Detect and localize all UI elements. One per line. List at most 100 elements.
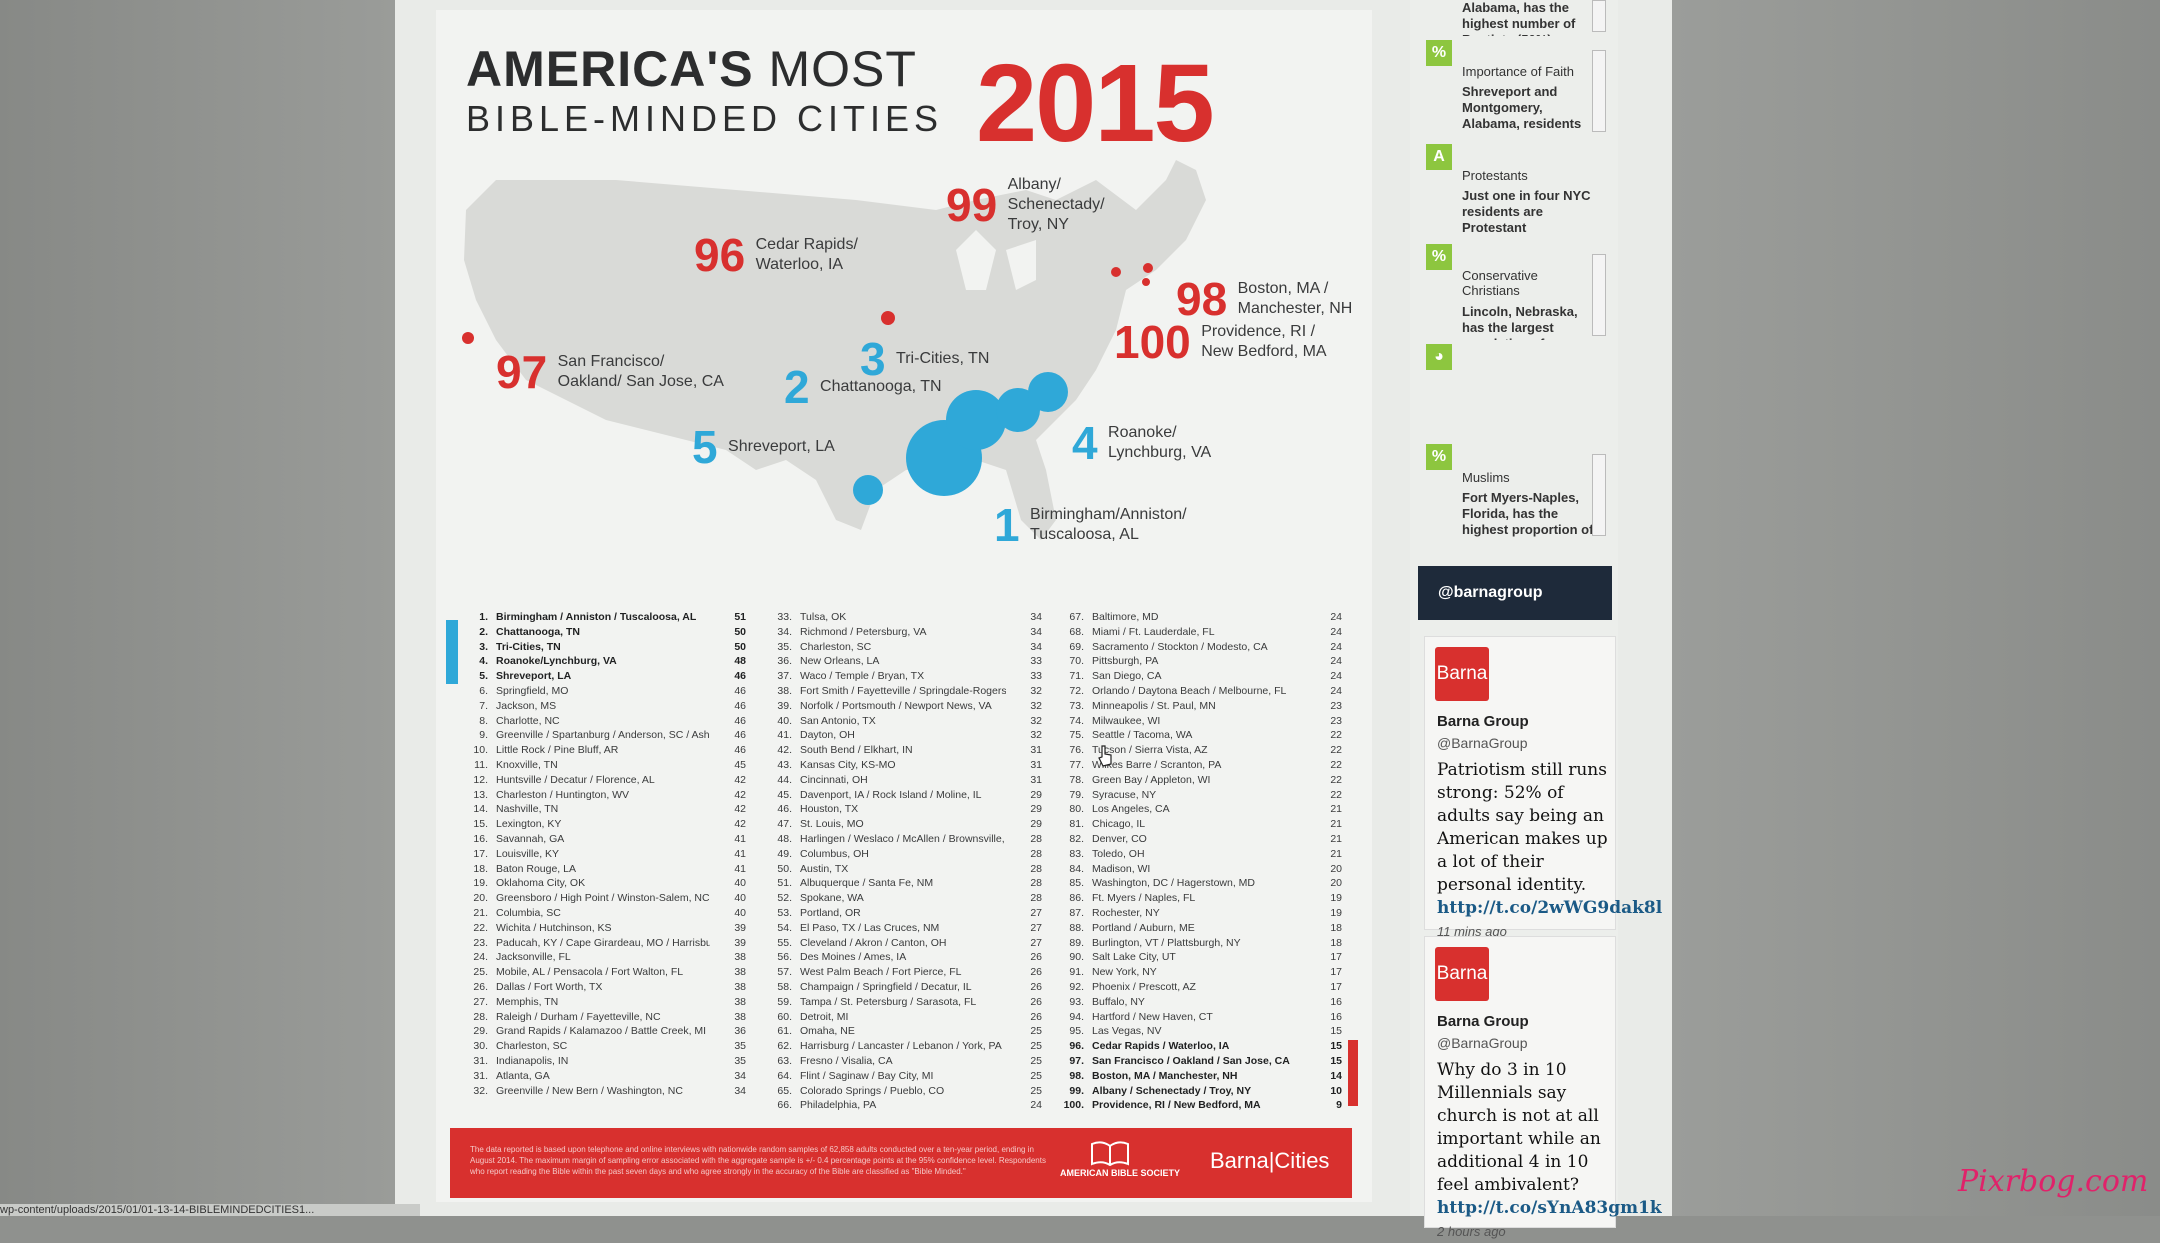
table-row: 70. Pittsburgh, PA 24	[1058, 654, 1342, 669]
a-icon: A	[1426, 144, 1452, 170]
tweet-link[interactable]: http://t.co/2wWG9dak8l	[1437, 898, 1663, 918]
city: Flint / Saginaw / Bay City, MI	[800, 1069, 934, 1082]
rank: 82.	[1069, 832, 1084, 845]
sidebar-item-baptists[interactable]: Alabama, has the highest number of Bapti…	[1426, 0, 1616, 36]
american-bible-society-logo: AMERICAN BIBLE SOCIETY	[1060, 1168, 1181, 1178]
table-row: 50. Austin, TX 28	[766, 862, 1042, 877]
city: San Antonio, TX	[800, 714, 876, 727]
table-row: 66. Philadelphia, PA 24	[766, 1098, 1042, 1113]
city: Greenville / New Bern / Washington, NC	[496, 1084, 683, 1097]
scrollbar[interactable]	[1592, 454, 1606, 536]
score: 17	[1330, 966, 1342, 979]
city: Wilkes Barre / Scranton, PA	[1092, 758, 1222, 771]
tweet-handle[interactable]: @BarnaGroup	[1437, 1035, 1528, 1051]
rank: 31.	[473, 1054, 488, 1067]
city: South Bend / Elkhart, IN	[800, 744, 913, 757]
rankings-table: 1. Birmingham / Anniston / Tuscaloosa, AL…	[446, 610, 1358, 1120]
city: Richmond / Petersburg, VA	[800, 625, 927, 638]
table-row: 52. Spokane, WA 28	[766, 891, 1042, 906]
rank: 33.	[777, 611, 792, 623]
score: 42	[734, 803, 746, 816]
callout-5-num: 5	[692, 421, 718, 473]
rank: 40.	[777, 714, 792, 727]
callout-96: 96 Cedar Rapids/Waterloo, IA	[694, 228, 858, 282]
table-row: 67. Baltimore, MD 24	[1058, 610, 1342, 625]
table-row: 1. Birmingham / Anniston / Tuscaloosa, AL…	[462, 610, 746, 625]
callout-3-num: 3	[860, 333, 886, 385]
tweet-handle[interactable]: @BarnaGroup	[1437, 735, 1528, 751]
table-row: 26. Dallas / Fort Worth, TX 38	[462, 980, 746, 995]
table-row: 18. Baton Rouge, LA 41	[462, 862, 746, 877]
tweet-time[interactable]: 11 mins ago	[1437, 924, 1507, 939]
scrollbar[interactable]	[1592, 50, 1606, 132]
tweet-body: Why do 3 in 10 Millennials say church is…	[1437, 1059, 1662, 1243]
score: 25	[1030, 1069, 1042, 1082]
bubble-shreveport	[853, 475, 883, 505]
city: Cleveland / Akron / Canton, OH	[800, 936, 947, 949]
scrollbar[interactable]	[1592, 0, 1606, 32]
score: 31	[1030, 773, 1042, 786]
city: Little Rock / Pine Bluff, AR	[496, 744, 619, 757]
callout-97: 97 San Francisco/Oakland/ San Jose, CA	[496, 345, 724, 399]
table-row: 61. Omaha, NE 25	[766, 1024, 1042, 1039]
table-row: 58. Champaign / Springfield / Decatur, IL…	[766, 980, 1042, 995]
table-row: 51. Albuquerque / Santa Fe, NM 28	[766, 876, 1042, 891]
score: 40	[734, 892, 746, 905]
rank: 66.	[777, 1099, 792, 1112]
score: 24	[1330, 640, 1342, 653]
rank: 79.	[1069, 788, 1084, 801]
score: 25	[1030, 1025, 1042, 1038]
rank: 87.	[1069, 906, 1084, 919]
table-row: 96. Cedar Rapids / Waterloo, IA 15	[1058, 1039, 1342, 1054]
rank: 2.	[479, 625, 488, 638]
sidebar-item-faith[interactable]: % Importance of Faith Shreveport and Mon…	[1426, 40, 1616, 140]
score: 16	[1330, 1010, 1342, 1023]
rank: 20.	[473, 892, 488, 905]
table-row: 94. Hartford / New Haven, CT 16	[1058, 1010, 1342, 1025]
tweet-time[interactable]: 2 hours ago	[1437, 1224, 1506, 1239]
sidebar-item-pie[interactable]: ◕	[1426, 344, 1616, 444]
infographic: AMERICA'S MOST BIBLE-MINDED CITIES 20 1 5 …	[436, 10, 1372, 1202]
avatar[interactable]: Barna	[1435, 947, 1489, 1001]
twitter-handle-bar[interactable]: @barnagroup	[1418, 566, 1612, 620]
city: San Diego, CA	[1092, 670, 1162, 683]
score: 28	[1030, 847, 1042, 860]
score: 22	[1330, 729, 1342, 742]
score: 20	[1330, 862, 1342, 875]
tweet[interactable]: Barna Barna Group @BarnaGroup Patriotism…	[1424, 636, 1662, 939]
tweet-author[interactable]: Barna Group	[1437, 713, 1529, 730]
city: Miami / Ft. Lauderdale, FL	[1092, 625, 1215, 638]
score: 23	[1330, 699, 1342, 712]
score: 26	[1030, 980, 1042, 993]
city: Syracuse, NY	[1092, 788, 1157, 801]
sidebar-item-protestants[interactable]: A Protestants Just one in four NYC resid…	[1426, 144, 1616, 240]
avatar[interactable]: Barna	[1435, 647, 1489, 701]
table-row: 88. Portland / Auburn, ME 18	[1058, 921, 1342, 936]
tweet-link[interactable]: http://t.co/sYnA83gm1k	[1437, 1198, 1662, 1218]
title-bold: AMERICA'S	[466, 41, 754, 97]
table-row: 43. Kansas City, KS-MO 31	[766, 758, 1042, 773]
table-row: 73. Minneapolis / St. Paul, MN 23	[1058, 699, 1342, 714]
callout-1-label: Birmingham/Anniston/Tuscaloosa, AL	[1030, 506, 1187, 543]
rank: 39.	[777, 699, 792, 712]
bubble-chattanooga	[946, 390, 1006, 450]
table-row: 93. Buffalo, NY 16	[1058, 995, 1342, 1010]
city: Tulsa, OK	[800, 611, 847, 623]
city: Dayton, OH	[800, 729, 855, 742]
rank: 29.	[473, 1025, 488, 1038]
callout-2: 2 Chattanooga, TN	[784, 360, 942, 414]
rank: 73.	[1069, 699, 1084, 712]
table-row: 29. Grand Rapids / Kalamazoo / Battle Cre…	[462, 1024, 746, 1039]
table-row: 98. Boston, MA / Manchester, NH 14	[1058, 1069, 1342, 1084]
score: 15	[1330, 1040, 1342, 1053]
score: 16	[1330, 995, 1342, 1008]
table-row: 2. Chattanooga, TN 50	[462, 625, 746, 640]
tweet[interactable]: Barna Barna Group @BarnaGroup Why do 3 i…	[1424, 936, 1662, 1239]
sidebar-item-conservative[interactable]: % Conservative Christians Lincoln, Nebra…	[1426, 244, 1616, 344]
score: 26	[1030, 951, 1042, 964]
sidebar-item-muslims[interactable]: % Muslims Fort Myers-Naples, Florida, ha…	[1426, 444, 1616, 544]
scrollbar[interactable]	[1592, 254, 1606, 336]
dot-providence	[1142, 278, 1150, 286]
tweet-author[interactable]: Barna Group	[1437, 1013, 1529, 1030]
table-row: 39. Norfolk / Portsmouth / Newport News, …	[766, 699, 1042, 714]
